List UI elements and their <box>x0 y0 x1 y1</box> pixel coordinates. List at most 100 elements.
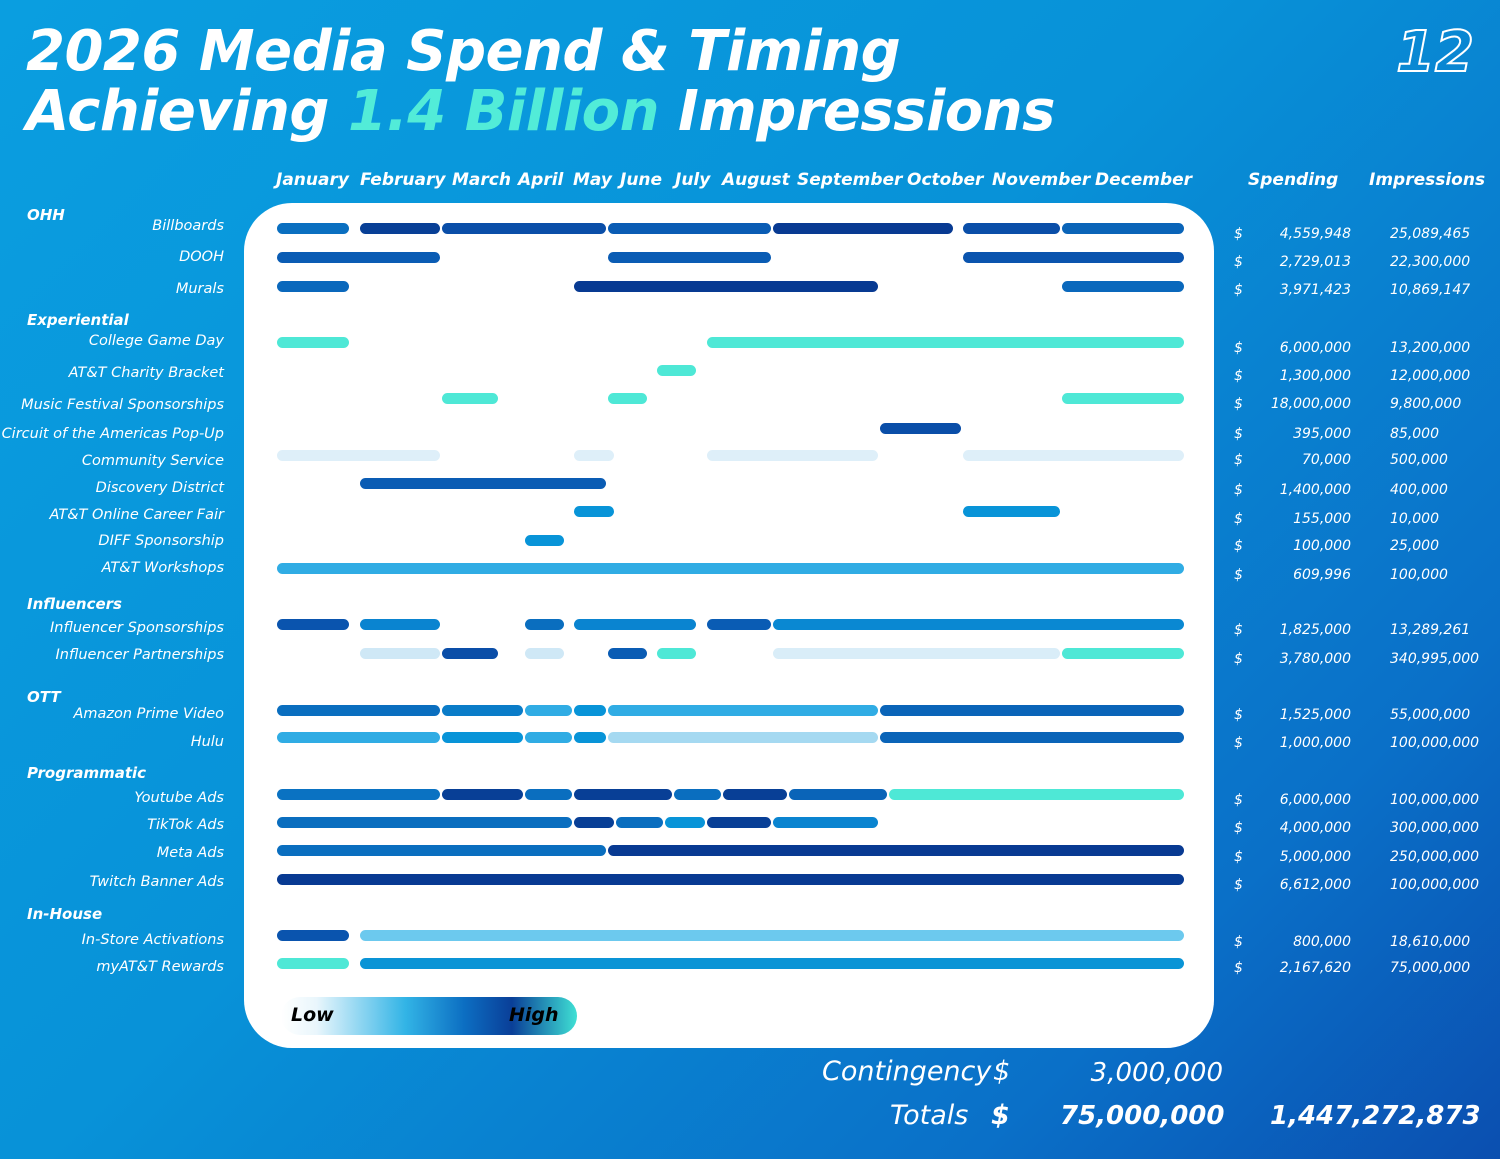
impressions-value: 100,000,000 <box>1390 792 1480 808</box>
spending-value: 3,971,423 <box>1279 282 1351 298</box>
timeline-bar <box>359 223 441 234</box>
timeline-bar <box>277 705 441 716</box>
impressions-value: 100,000 <box>1390 567 1448 583</box>
currency-symbol: $ <box>1234 538 1243 554</box>
currency-symbol: $ <box>1234 368 1243 384</box>
timeline-bar <box>962 506 1061 517</box>
month-label: November <box>992 170 1091 190</box>
timeline-bar <box>706 817 771 828</box>
spending-value: 2,729,013 <box>1279 254 1351 270</box>
currency-symbol: $ <box>1234 254 1243 270</box>
row-label: Community Service <box>81 453 224 469</box>
contingency-currency: $ <box>993 1056 1011 1087</box>
row-label: Discovery District <box>95 480 224 496</box>
timeline-bar <box>607 705 879 716</box>
impressions-value: 500,000 <box>1390 452 1448 468</box>
category-label: Influencers <box>27 595 122 613</box>
timeline-bar <box>706 337 1184 348</box>
row-label: DOOH <box>179 249 224 265</box>
impressions-value: 300,000,000 <box>1390 820 1480 836</box>
legend-high-label: High <box>509 1004 559 1026</box>
title-line-1: 2026 Media Spend & Timing <box>26 19 901 84</box>
impressions-value: 75,000,000 <box>1390 960 1471 976</box>
timeline-bar <box>962 450 1184 461</box>
spending-value: 6,612,000 <box>1279 877 1351 893</box>
title-line-2-post: Impressions <box>659 79 1055 144</box>
timeline-bar <box>962 223 1061 234</box>
row-label: Hulu <box>190 734 224 750</box>
timeline-bar <box>574 789 672 800</box>
timeline-bar <box>607 252 771 263</box>
timeline-bar <box>442 223 606 234</box>
timeline-bar <box>880 732 1184 743</box>
row-label: Meta Ads <box>156 845 224 861</box>
month-label: December <box>1095 170 1193 190</box>
contingency-label: Contingency <box>822 1056 992 1087</box>
timeline-bar <box>1062 281 1184 292</box>
timeline-bar <box>607 648 647 659</box>
currency-symbol: $ <box>1234 482 1243 498</box>
impressions-value: 25,089,465 <box>1390 226 1471 242</box>
intensity-legend: Low High <box>281 997 577 1035</box>
impressions-value: 10,000 <box>1390 511 1439 527</box>
row-label: Youtube Ads <box>134 790 224 806</box>
legend-low-label: Low <box>291 1004 334 1026</box>
timeline-bar <box>706 619 771 630</box>
page-number: 12 <box>1395 19 1475 86</box>
timeline-bar <box>277 281 350 292</box>
impressions-value: 10,869,147 <box>1390 282 1471 298</box>
timeline-bar <box>607 223 771 234</box>
category-label: OHH <box>27 206 65 224</box>
timeline-bar <box>574 450 614 461</box>
title-accent: 1.4 Billion <box>348 79 660 144</box>
impressions-value: 250,000,000 <box>1390 849 1480 865</box>
spending-value: 6,000,000 <box>1279 340 1351 356</box>
timeline-bar <box>277 817 573 828</box>
row-label: myAT&T Rewards <box>96 959 224 975</box>
impressions-value: 100,000,000 <box>1390 877 1480 893</box>
timeline-bar <box>574 506 614 517</box>
totals-impressions: 1,447,272,873 <box>1270 1101 1481 1131</box>
timeline-bar <box>277 563 1184 574</box>
row-label: Influencer Partnerships <box>55 647 224 663</box>
timeline-bar <box>524 789 573 800</box>
row-label: Influencer Sponsorships <box>50 620 224 636</box>
month-label: August <box>722 170 790 190</box>
timeline-bar <box>442 732 523 743</box>
impressions-value: 25,000 <box>1390 538 1439 554</box>
timeline-bar <box>277 789 441 800</box>
timeline-bar <box>657 648 697 659</box>
month-label: July <box>675 170 711 190</box>
category-label: Programmatic <box>27 764 147 782</box>
impressions-value: 13,289,261 <box>1390 622 1471 638</box>
impressions-value: 12,000,000 <box>1390 368 1471 384</box>
timeline-bar <box>524 619 565 630</box>
page-title: 2026 Media Spend & Timing Achieving 1.4 … <box>26 22 1055 142</box>
timeline-bar <box>772 817 879 828</box>
currency-symbol: $ <box>1234 707 1243 723</box>
month-label: May <box>573 170 612 190</box>
timeline-bar <box>277 252 441 263</box>
impressions-value: 55,000,000 <box>1390 707 1471 723</box>
currency-symbol: $ <box>1234 849 1243 865</box>
spending-value: 4,000,000 <box>1279 820 1351 836</box>
timeline-bar <box>789 789 887 800</box>
spending-value: 3,780,000 <box>1279 651 1351 667</box>
spending-value: 70,000 <box>1302 452 1351 468</box>
currency-symbol: $ <box>1234 622 1243 638</box>
timeline-bar <box>277 930 350 941</box>
row-label: DIFF Sponsorship <box>98 533 224 549</box>
currency-symbol: $ <box>1234 282 1243 298</box>
row-label: AT&T Online Career Fair <box>49 507 224 523</box>
timeline-bar <box>706 450 879 461</box>
impressions-value: 9,800,000 <box>1390 396 1462 412</box>
spending-column-header: Spending <box>1248 170 1339 190</box>
timeline-bar <box>574 817 614 828</box>
impressions-value: 13,200,000 <box>1390 340 1471 356</box>
spending-value: 100,000 <box>1293 538 1351 554</box>
impressions-value: 18,610,000 <box>1390 934 1471 950</box>
spending-value: 609,996 <box>1293 567 1351 583</box>
timeline-bar <box>880 705 1184 716</box>
spending-value: 1,825,000 <box>1279 622 1351 638</box>
timeline-bar <box>665 817 705 828</box>
